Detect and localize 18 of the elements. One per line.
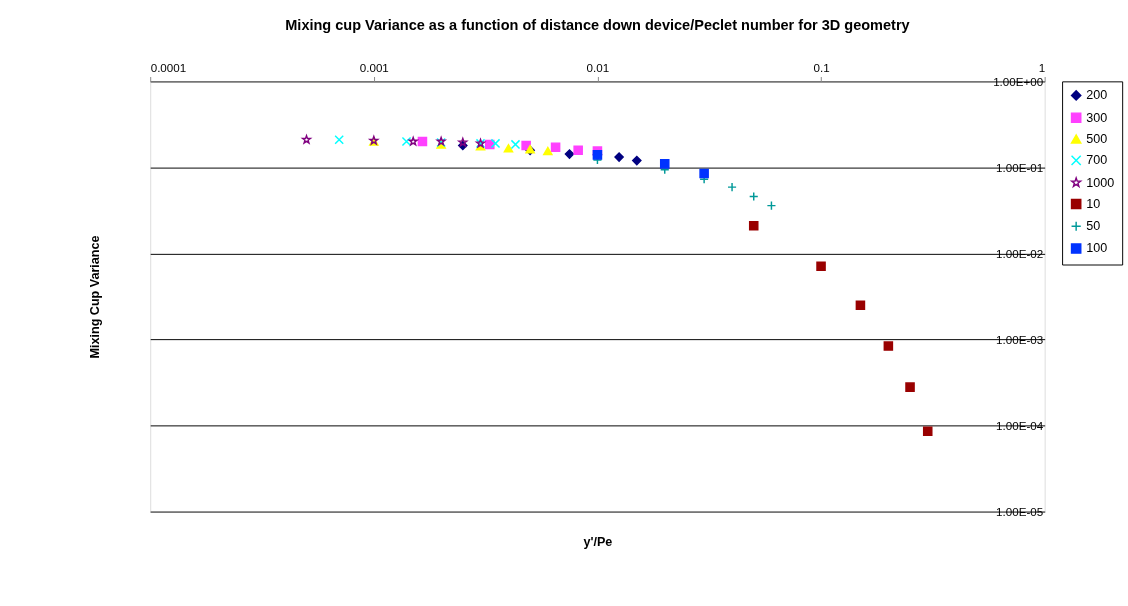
legend-label: 1000 [1086, 175, 1115, 190]
chart-title: Mixing cup Variance as a function of distance down device/Peclet number for 3D geometry [285, 17, 910, 34]
legend-label: 700 [1086, 153, 1108, 168]
legend-label: 500 [1086, 131, 1108, 146]
x-tick-label: 0.0001 [150, 61, 187, 75]
y-tick-label: 1.00E-05 [996, 505, 1044, 518]
x-tick-label: 0.1 [813, 61, 830, 75]
y-tick-label: 1.00E+00 [993, 74, 1044, 88]
x-tick-label: 0.01 [586, 61, 610, 75]
legend-label: 10 [1086, 196, 1101, 211]
x-tick-label: 0.001 [359, 61, 389, 75]
legend-label: 200 [1086, 88, 1108, 103]
x-axis-title: y'/Pe [583, 535, 613, 550]
legend-label: 50 [1086, 219, 1101, 234]
y-axis-title: Mixing Cup Variance [88, 235, 103, 359]
legend-label: 100 [1086, 241, 1108, 256]
legend-label: 300 [1086, 110, 1108, 125]
x-tick-label: 1 [1038, 61, 1046, 75]
